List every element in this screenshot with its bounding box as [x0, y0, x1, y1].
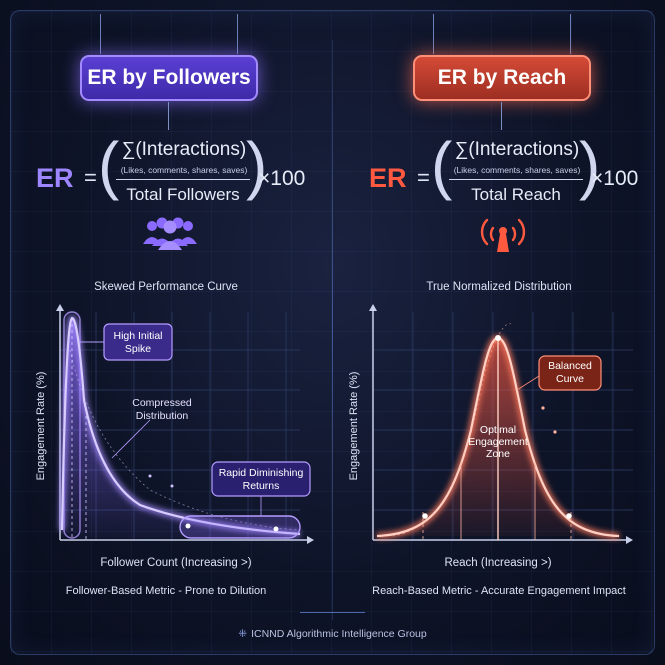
- y-axis-label: Engagement Rate (%): [348, 372, 360, 481]
- brand-footer: ⁜ ICNND Algorithmic Intelligence Group: [238, 628, 427, 640]
- equals-sign: =: [417, 165, 430, 190]
- formula-multiplier: ×100: [258, 167, 306, 190]
- er-symbol: ER: [369, 163, 407, 193]
- formula-numerator: ∑(Interactions): [454, 139, 580, 160]
- formula-denominator: Total Reach: [471, 185, 561, 204]
- reach-chart: Balanced Curve Optimal Engagement Zone Reac…: [348, 304, 633, 569]
- followers-chart: High Initial Spike Compressed Distribution…: [35, 304, 314, 569]
- skewed-caption: Skewed Performance Curve: [94, 281, 238, 293]
- broadcast-antenna-icon: [473, 214, 533, 254]
- x-axis-label: Reach (Increasing >): [444, 557, 551, 569]
- y-axis-label: Engagement Rate (%): [35, 372, 47, 481]
- skewed-area: [62, 318, 300, 538]
- followers-footer: Follower-Based Metric - Prone to Dilutio…: [65, 585, 267, 597]
- formula-denominator: Total Followers: [126, 185, 240, 204]
- group-people-icon: [140, 214, 200, 254]
- annotation-high-spike: High Initial Spike: [113, 330, 162, 355]
- x-axis-label: Follower Count (Increasing >): [100, 557, 251, 569]
- reach-footer: Reach-Based Metric - Accurate Engagement…: [372, 585, 626, 597]
- reach-panel: ER by Reach ER = ( ∑(Interactions) (Like…: [333, 0, 665, 665]
- annotation-optimal-zone: Optimal Engagement Zone: [468, 424, 528, 460]
- center-divider: [332, 40, 333, 620]
- normal-caption: True Normalized Distribution: [426, 281, 572, 293]
- followers-formula: ER = ( ∑(Interactions) (Likes, comments,…: [36, 129, 306, 204]
- er-symbol: ER: [36, 163, 74, 193]
- annotation-compressed: Compressed Distribution: [132, 397, 192, 422]
- formula-subtext: (Likes, comments, shares, saves): [453, 165, 581, 175]
- annotation-balanced: Balanced Curve: [548, 360, 592, 385]
- reach-formula: ER = ( ∑(Interactions) (Likes, comments,…: [369, 129, 639, 204]
- annotation-diminishing: Rapid Diminishing Returns: [219, 467, 304, 492]
- formula-numerator: ∑(Interactions): [121, 139, 247, 160]
- er-by-reach-badge: ER by Reach: [413, 55, 591, 101]
- equals-sign: =: [84, 165, 97, 190]
- followers-panel: ER by Followers ER = ( ∑(Interactions) (…: [0, 0, 332, 665]
- network-logo-icon: ⁜: [238, 628, 248, 640]
- er-by-followers-badge: ER by Followers: [80, 55, 258, 101]
- formula-multiplier: ×100: [591, 167, 639, 190]
- formula-subtext: (Likes, comments, shares, saves): [120, 165, 248, 175]
